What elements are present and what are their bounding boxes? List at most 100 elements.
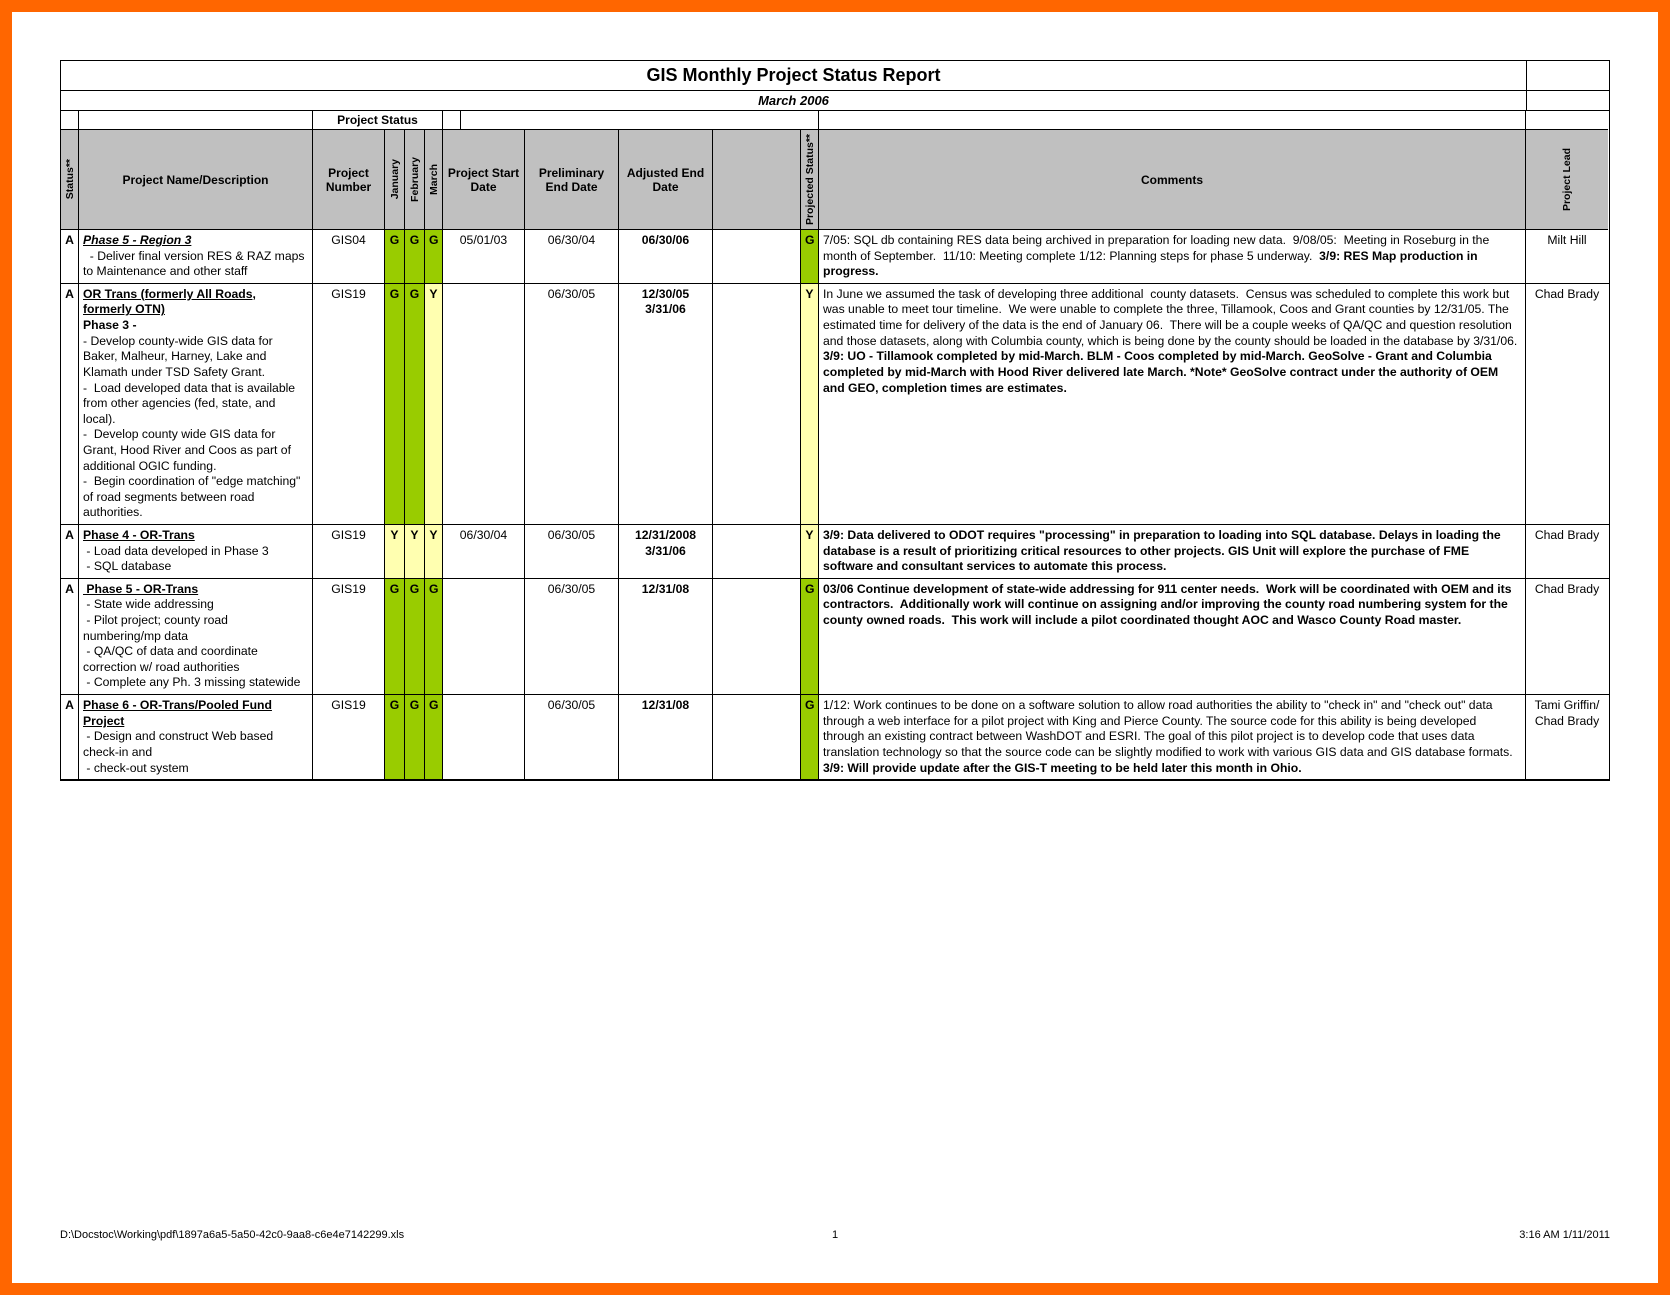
- cell-status: A: [61, 695, 79, 779]
- cell-status: A: [61, 525, 79, 578]
- cell-description: Phase 4 - OR-Trans - Load data developed…: [79, 525, 313, 578]
- cell-description: Phase 6 - OR-Trans/Pooled Fund Project -…: [79, 695, 313, 779]
- cell-jan: G: [385, 230, 405, 283]
- col-comments: Comments: [819, 130, 1526, 230]
- cell-number: GIS04: [313, 230, 385, 283]
- cell-adj-spacer: [713, 230, 801, 283]
- outer-frame: GIS Monthly Project Status Report March …: [0, 0, 1670, 1295]
- page: GIS Monthly Project Status Report March …: [12, 12, 1658, 801]
- cell-adj-spacer: [713, 579, 801, 694]
- col-adj: Adjusted End Date: [619, 130, 713, 230]
- cell-number: GIS19: [313, 579, 385, 694]
- cell-mar: G: [425, 230, 443, 283]
- ps-spacer-3: [443, 111, 461, 130]
- cell-feb: G: [405, 230, 425, 283]
- cell-start: 06/30/04: [443, 525, 525, 578]
- cell-comments: 03/06 Continue development of state-wide…: [819, 579, 1526, 694]
- cell-jan: G: [385, 579, 405, 694]
- cell-prelim: 06/30/05: [525, 525, 619, 578]
- cell-number: GIS19: [313, 525, 385, 578]
- col-proj-status: Projected Status**: [801, 130, 819, 230]
- cell-feb: G: [405, 284, 425, 524]
- col-status: Status**: [61, 130, 79, 230]
- project-status-header: Project Status: [313, 111, 443, 130]
- cell-comments: In June we assumed the task of developin…: [819, 284, 1526, 524]
- cell-prelim: 06/30/05: [525, 284, 619, 524]
- cell-number: GIS19: [313, 284, 385, 524]
- cell-adj: 06/30/06: [619, 230, 713, 283]
- ps-spacer-2: [79, 111, 313, 130]
- col-jan: January: [385, 130, 405, 230]
- title-spacer: [1527, 61, 1609, 91]
- cell-adj: 12/31/2008 3/31/06: [619, 525, 713, 578]
- ps-spacer-1: [61, 111, 79, 130]
- cell-projected: Y: [801, 525, 819, 578]
- cell-adj-spacer: [713, 525, 801, 578]
- cell-comments: 1/12: Work continues to be done on a sof…: [819, 695, 1526, 779]
- cell-projected: G: [801, 579, 819, 694]
- page-footer: D:\Docstoc\Working\pdf\1897a6a5-5a50-42c…: [60, 1229, 1610, 1241]
- cell-start: [443, 695, 525, 779]
- cell-lead: Chad Brady: [1526, 284, 1608, 524]
- cell-description: Phase 5 - OR-Trans - State wide addressi…: [79, 579, 313, 694]
- col-name: Project Name/Description: [79, 130, 313, 230]
- col-lead: Project Lead: [1526, 130, 1608, 230]
- column-headers: Status** Project Name/Description Projec…: [61, 130, 1609, 230]
- cell-adj: 12/31/08: [619, 695, 713, 779]
- table-row: APhase 6 - OR-Trans/Pooled Fund Project …: [61, 695, 1609, 780]
- cell-adj-spacer: [713, 284, 801, 524]
- cell-description: Phase 5 - Region 3 - Deliver final versi…: [79, 230, 313, 283]
- cell-jan: G: [385, 284, 405, 524]
- cell-start: [443, 579, 525, 694]
- cell-lead: Chad Brady: [1526, 525, 1608, 578]
- col-adj-spacer: [713, 130, 801, 230]
- cell-feb: Y: [405, 525, 425, 578]
- cell-feb: G: [405, 579, 425, 694]
- cell-start: 05/01/03: [443, 230, 525, 283]
- cell-lead: Tami Griffin/ Chad Brady: [1526, 695, 1608, 779]
- cell-projected: G: [801, 230, 819, 283]
- cell-feb: G: [405, 695, 425, 779]
- cell-number: GIS19: [313, 695, 385, 779]
- col-feb: February: [405, 130, 425, 230]
- ps-spacer-5: [819, 111, 1526, 130]
- cell-start: [443, 284, 525, 524]
- cell-mar: G: [425, 695, 443, 779]
- col-mar: March: [425, 130, 443, 230]
- cell-description: OR Trans (formerly All Roads, formerly O…: [79, 284, 313, 524]
- table-row: APhase 4 - OR-Trans - Load data develope…: [61, 525, 1609, 579]
- cell-status: A: [61, 579, 79, 694]
- cell-lead: Milt Hill: [1526, 230, 1608, 283]
- cell-projected: Y: [801, 284, 819, 524]
- report-title: GIS Monthly Project Status Report: [61, 61, 1527, 91]
- ps-spacer-4: [461, 111, 819, 130]
- cell-lead: Chad Brady: [1526, 579, 1608, 694]
- cell-jan: G: [385, 695, 405, 779]
- cell-mar: Y: [425, 525, 443, 578]
- cell-status: A: [61, 284, 79, 524]
- cell-mar: Y: [425, 284, 443, 524]
- table-row: AOR Trans (formerly All Roads, formerly …: [61, 284, 1609, 525]
- report-table: GIS Monthly Project Status Report March …: [60, 60, 1610, 781]
- cell-adj: 12/31/08: [619, 579, 713, 694]
- cell-prelim: 06/30/05: [525, 695, 619, 779]
- rows-container: APhase 5 - Region 3 - Deliver final vers…: [61, 230, 1609, 780]
- col-number: Project Number: [313, 130, 385, 230]
- subtitle-spacer: [1527, 91, 1609, 111]
- cell-adj: 12/30/05 3/31/06: [619, 284, 713, 524]
- cell-prelim: 06/30/05: [525, 579, 619, 694]
- col-prelim: Preliminary End Date: [525, 130, 619, 230]
- col-start: Project Start Date: [443, 130, 525, 230]
- footer-page-number: 1: [60, 1229, 1610, 1241]
- cell-projected: G: [801, 695, 819, 779]
- cell-mar: G: [425, 579, 443, 694]
- table-row: A Phase 5 - OR-Trans - State wide addres…: [61, 579, 1609, 695]
- cell-jan: Y: [385, 525, 405, 578]
- cell-comments: 7/05: SQL db containing RES data being a…: [819, 230, 1526, 283]
- ps-spacer-6: [1526, 111, 1608, 130]
- cell-status: A: [61, 230, 79, 283]
- cell-prelim: 06/30/04: [525, 230, 619, 283]
- cell-adj-spacer: [713, 695, 801, 779]
- cell-comments: 3/9: Data delivered to ODOT requires "pr…: [819, 525, 1526, 578]
- report-subtitle: March 2006: [61, 91, 1527, 111]
